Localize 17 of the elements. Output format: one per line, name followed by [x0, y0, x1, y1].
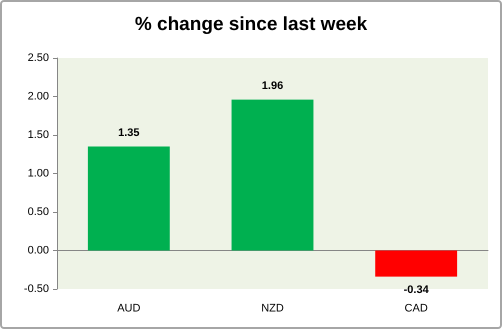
- x-tick-label: AUD: [117, 302, 140, 314]
- bar: [88, 146, 170, 250]
- data-label: 1.35: [118, 127, 140, 140]
- bar: [375, 250, 458, 277]
- y-tick-label: -0.50: [24, 283, 49, 295]
- y-tick-label: 1.50: [28, 129, 49, 141]
- y-tick-label: 0.50: [28, 206, 49, 218]
- chart-title: % change since last week: [134, 14, 368, 35]
- y-tick-label: 0.00: [28, 244, 49, 256]
- y-tick-label: 2.00: [28, 90, 49, 102]
- data-label: -0.34: [404, 284, 430, 296]
- bar: [232, 100, 314, 250]
- x-tick-label: CAD: [404, 302, 428, 314]
- y-tick-label: 1.00: [28, 168, 49, 180]
- y-tick-label: 2.50: [28, 52, 49, 64]
- data-label: 1.96: [262, 80, 284, 92]
- x-tick-label: NZD: [261, 302, 284, 314]
